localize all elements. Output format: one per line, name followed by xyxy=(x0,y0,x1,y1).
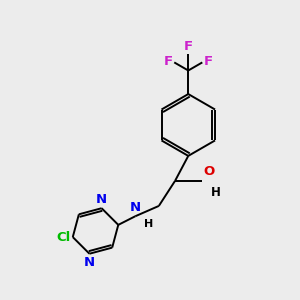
Text: N: N xyxy=(130,201,141,214)
Text: H: H xyxy=(211,186,221,199)
Text: H: H xyxy=(143,219,153,229)
Text: Cl: Cl xyxy=(56,231,70,244)
Text: N: N xyxy=(84,256,95,269)
Text: N: N xyxy=(96,193,107,206)
Text: F: F xyxy=(164,55,172,68)
Text: O: O xyxy=(203,165,214,178)
Text: F: F xyxy=(204,55,213,68)
Text: F: F xyxy=(184,40,193,53)
